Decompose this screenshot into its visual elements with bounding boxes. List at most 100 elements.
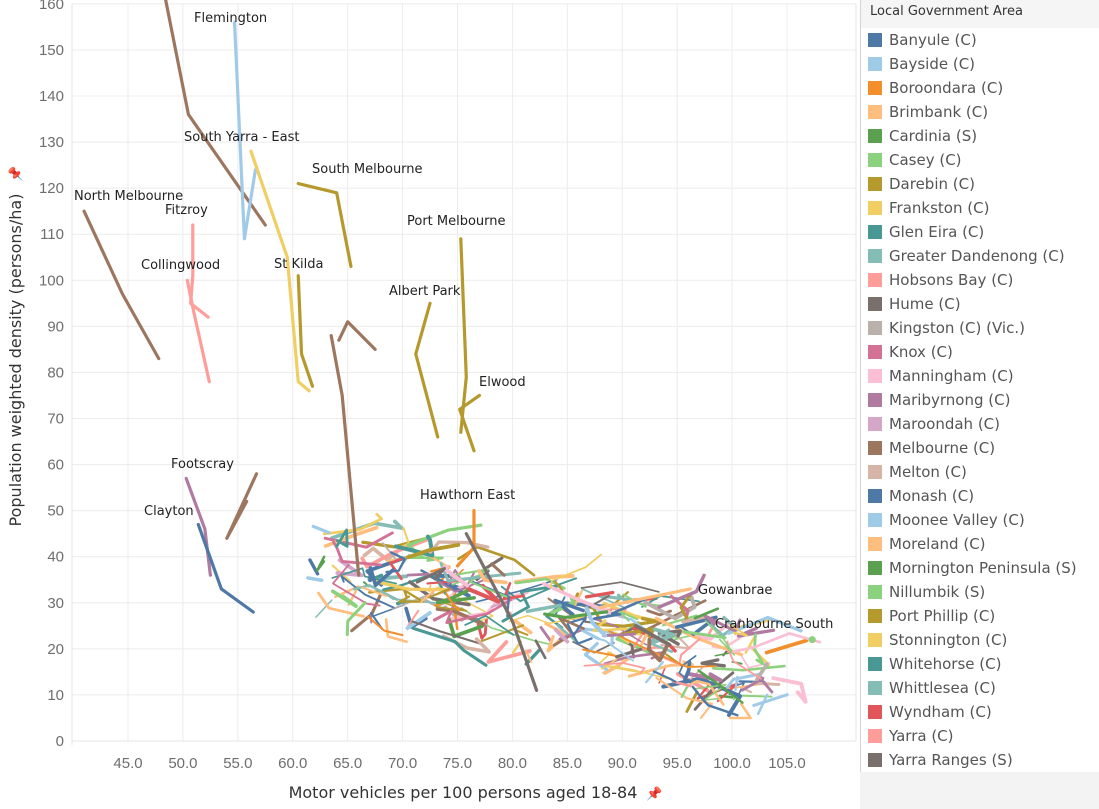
trajectory-line[interactable] [593,616,660,628]
trajectory-line[interactable] [464,532,539,692]
trajectory-line[interactable] [674,615,718,635]
trajectory-line[interactable] [385,551,406,574]
trajectory-line[interactable] [393,534,435,558]
legend-item[interactable]: Maribyrnong (C) [861,388,1099,412]
legend-item[interactable]: Yarra Ranges (S) [861,748,1099,772]
trajectory-line[interactable] [587,616,648,646]
trajectory-line[interactable] [340,575,395,609]
legend-item[interactable]: Cardinia (S) [861,124,1099,148]
trajectory-line[interactable] [736,626,776,638]
legend-item[interactable]: Greater Dandenong (C) [861,244,1099,268]
trajectory-point[interactable] [808,636,816,644]
trajectory-line[interactable] [362,546,399,562]
trajectory-line[interactable] [524,648,541,666]
trajectory-line[interactable] [322,512,383,536]
trajectory-line[interactable] [361,586,388,598]
trajectory-line[interactable] [398,556,444,562]
trajectory-line[interactable] [435,602,468,612]
legend-item[interactable]: Hobsons Bay (C) [861,268,1099,292]
legend-item[interactable]: Banyule (C) [861,28,1099,52]
trajectory-line[interactable] [476,617,488,640]
legend-item[interactable]: Mornington Peninsula (S) [861,556,1099,580]
trajectory-line[interactable] [619,610,639,622]
trajectory-line[interactable] [570,616,587,638]
trajectory-line[interactable] [685,690,699,713]
trajectory-line[interactable] [514,577,566,590]
trajectory-line[interactable] [389,557,405,581]
trajectory-line[interactable] [580,581,660,593]
trajectory-line[interactable] [232,20,258,241]
legend-item[interactable]: Melbourne (C) [861,436,1099,460]
trajectory-line[interactable] [332,540,382,567]
trajectory-line[interactable] [752,693,789,707]
trajectory-line[interactable] [693,607,720,620]
trajectory-line[interactable] [445,592,460,612]
legend-item[interactable]: Knox (C) [861,340,1099,364]
trajectory-line[interactable] [582,648,616,657]
trajectory-line[interactable] [411,626,488,667]
trajectory-line[interactable] [406,572,430,577]
x-axis-pin-icon[interactable]: 📌 [646,785,662,802]
trajectory-line[interactable] [408,580,471,607]
trajectory-line[interactable] [82,209,161,361]
trajectory-line[interactable] [704,619,736,656]
trajectory-line[interactable] [458,393,482,453]
trajectory-line[interactable] [398,589,424,603]
trajectory-line[interactable] [640,630,649,646]
trajectory-line[interactable] [553,598,585,617]
legend-item[interactable]: Casey (C) [861,148,1099,172]
legend-item[interactable]: Glen Eira (C) [861,220,1099,244]
trajectory-line[interactable] [680,685,689,699]
trajectory-line[interactable] [161,0,267,227]
trajectory-line[interactable] [311,524,331,535]
trajectory-line[interactable] [513,618,533,635]
trajectory-line[interactable] [332,563,381,607]
trajectory-line[interactable] [764,638,809,655]
trajectory-line[interactable] [296,274,315,388]
trajectory-line[interactable] [685,621,730,641]
trajectory-line[interactable] [584,590,615,599]
legend-item[interactable]: Maroondah (C) [861,412,1099,436]
trajectory-line[interactable] [189,223,210,319]
trajectory-line[interactable] [725,672,762,689]
trajectory-line[interactable] [647,627,676,646]
legend-item[interactable]: Moonee Valley (C) [861,508,1099,532]
legend-item[interactable]: Whitehorse (C) [861,652,1099,676]
trajectory-line[interactable] [225,472,259,540]
trajectory-line[interactable] [689,666,704,680]
trajectory-line[interactable] [384,618,408,644]
trajectory-line[interactable] [729,623,749,637]
trajectory-line[interactable] [464,614,515,636]
trajectory-line[interactable] [691,685,739,717]
legend-item[interactable]: Wyndham (C) [861,700,1099,724]
trajectory-line[interactable] [337,320,377,352]
trajectory-line[interactable] [700,658,726,668]
legend-item[interactable]: Stonnington (C) [861,628,1099,652]
trajectory-line[interactable] [420,589,436,603]
legend-item[interactable]: Moreland (C) [861,532,1099,556]
trajectory-line[interactable] [184,476,212,577]
legend-item[interactable]: Hume (C) [861,292,1099,316]
trajectory-line[interactable] [654,616,744,657]
trajectory-line[interactable] [525,603,562,614]
trajectory-line[interactable] [405,542,461,560]
trajectory-line[interactable] [315,599,333,618]
legend-item[interactable]: Kingston (C) (Vic.) [861,316,1099,340]
legend-item[interactable]: Darebin (C) [861,172,1099,196]
trajectory-line[interactable] [501,584,561,623]
trajectory-line[interactable] [368,566,395,588]
trajectory-line[interactable] [683,660,692,682]
trajectory-line[interactable] [592,619,628,632]
trajectory-line[interactable] [692,679,725,706]
trajectory-line[interactable] [306,576,324,582]
trajectory-line[interactable] [608,630,717,668]
trajectory-line[interactable] [692,683,727,701]
trajectory-line[interactable] [679,591,694,620]
trajectory-line[interactable] [738,680,766,684]
trajectory-line[interactable] [633,623,672,647]
trajectory-line[interactable] [553,627,570,644]
trajectory-line[interactable] [655,637,702,666]
trajectory-line[interactable] [602,632,637,638]
trajectory-line[interactable] [490,562,506,577]
trajectory-line[interactable] [657,573,706,609]
